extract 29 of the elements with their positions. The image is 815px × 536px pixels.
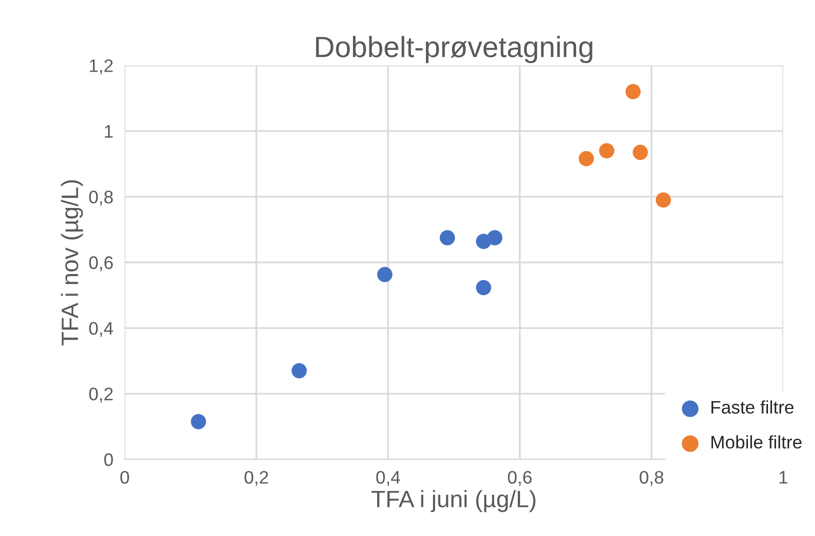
point [599,143,614,158]
point [476,280,492,296]
y-tick-label: 1,2 [90,59,113,74]
point [632,144,648,160]
point [440,230,455,246]
y-tick-label: 1 [104,125,113,138]
y-tick-label: 0 [104,453,113,466]
legend-label: Mobile filtre [712,435,802,449]
x-tick-label: 0 [120,470,130,484]
point [578,151,594,166]
y-tick-label: 0,4 [89,322,114,337]
point [656,192,671,208]
y-axis-title: TFA i nov (µg/L) [60,180,83,346]
point [190,414,206,430]
x-axis-title: TFA i juni (µg/L) [372,490,536,512]
y-tick-label: 0,8 [89,190,113,206]
y-tick-label: 0,6 [89,256,113,272]
chart-title: Dobbelt-prøvetagning [316,36,592,64]
x-tick-label: 0,4 [376,470,400,486]
x-tick-label: 1 [780,471,788,484]
point [625,84,641,100]
point [292,363,307,378]
point [487,230,502,246]
x-tick-label: 0,8 [640,470,664,486]
x-tick-label: 0,2 [244,470,268,486]
legend-label: Faste filtre [712,400,794,414]
y-tick-label: 0,2 [89,388,113,403]
x-tick-label: 0,6 [508,470,532,486]
point [377,266,392,282]
